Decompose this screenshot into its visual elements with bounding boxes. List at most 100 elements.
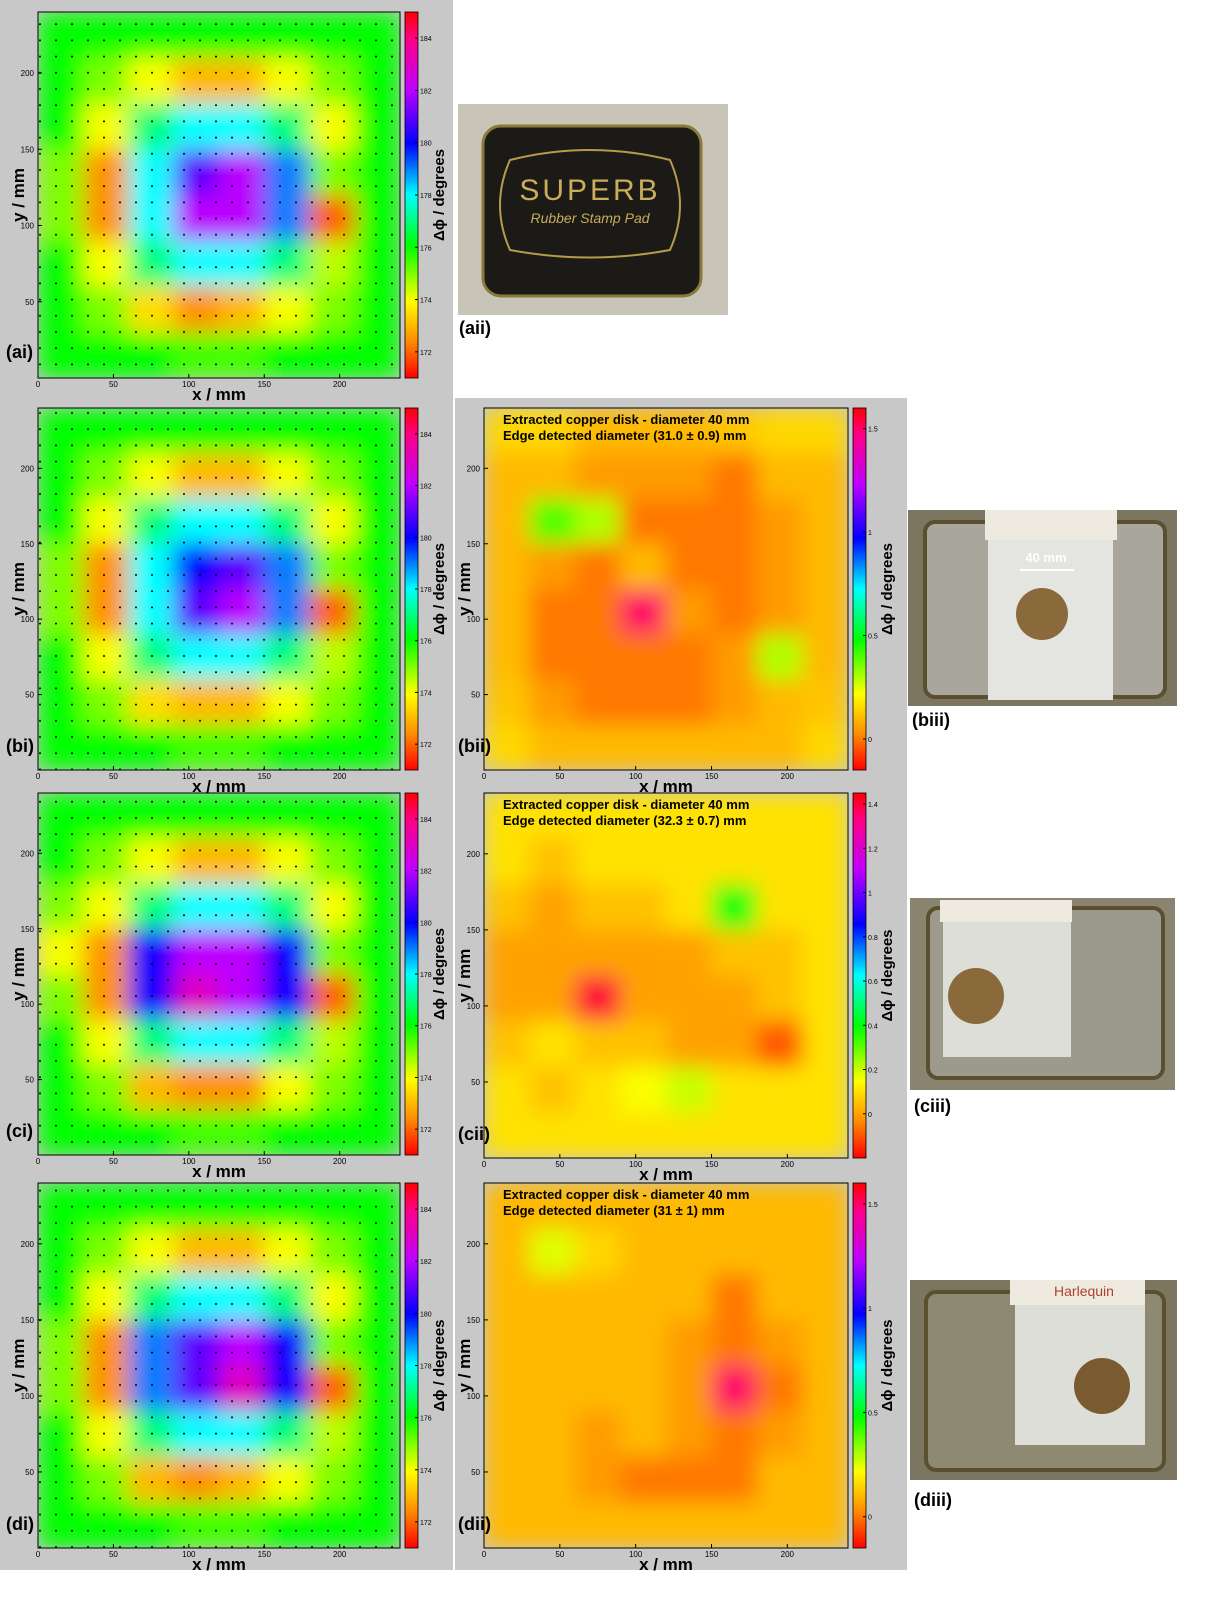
heatmap-cell (575, 1274, 621, 1320)
heatmap (38, 12, 401, 379)
heatmap-cell (484, 1411, 530, 1457)
heatmap-cell (666, 1112, 712, 1158)
heatmap-cell (666, 930, 712, 976)
heatmap-cell (530, 1021, 576, 1067)
heatmap-cell (530, 1229, 576, 1275)
heatmap-cell (803, 544, 849, 590)
heatmap-cells (484, 408, 849, 771)
y-axis-label: y / mm (9, 1339, 28, 1393)
colorbar-tick-label: 182 (420, 484, 432, 491)
x-tick-label: 0 (482, 772, 487, 781)
heatmap-cell (803, 725, 849, 771)
heatmap-cell (621, 499, 667, 545)
heatmap-cell (757, 499, 803, 545)
x-axis-label: x / mm (192, 1555, 246, 1574)
heatmap-cell (530, 453, 576, 499)
heatmap-cell (803, 1457, 849, 1503)
panel-label: (biii) (912, 710, 950, 730)
heatmap-cell (757, 680, 803, 726)
heatmap-cell (757, 408, 803, 454)
heatmap-cell (666, 1457, 712, 1503)
heatmap-cell (575, 725, 621, 771)
x-tick-label: 200 (781, 772, 795, 781)
figure: SUPERB Rubber Stamp Pad (aii) 40 mm (bii… (0, 0, 1218, 1622)
heatmap-cell (757, 1183, 803, 1229)
heatmap-cell (666, 1411, 712, 1457)
heatmap-cell (666, 634, 712, 680)
colorbar-tick-label: 0.8 (868, 935, 878, 942)
heatmap-cell (621, 930, 667, 976)
heatmap-cell (666, 499, 712, 545)
heatmap-cell (621, 1067, 667, 1113)
y-axis-label: y / mm (9, 562, 28, 616)
colorbar-tick-label: 0 (868, 737, 872, 744)
heatmap-cell (530, 1411, 576, 1457)
heatmap-cell (712, 1457, 758, 1503)
x-tick-label: 50 (555, 1160, 564, 1169)
heatmap-cell (712, 1320, 758, 1366)
x-tick-label: 50 (555, 772, 564, 781)
heatmap-cell (575, 1067, 621, 1113)
colorbar-tick-label: 184 (420, 432, 432, 439)
x-tick-label: 0 (36, 772, 41, 781)
y-tick-label: 150 (21, 1316, 35, 1325)
photo (910, 898, 1175, 1090)
heatmap-cell (757, 930, 803, 976)
heatmap-cell (621, 839, 667, 885)
heatmap-cell (575, 680, 621, 726)
heatmap-cell (621, 680, 667, 726)
x-tick-label: 50 (555, 1550, 564, 1559)
heatmap-cell (712, 1229, 758, 1275)
measurement-points (38, 408, 400, 770)
heatmap-cell (530, 930, 576, 976)
y-tick-label: 150 (21, 540, 35, 549)
heatmap-cell (803, 1502, 849, 1548)
y-tick-label: 200 (21, 1240, 35, 1249)
heatmap-cell (757, 1112, 803, 1158)
panel-label: (cii) (458, 1124, 490, 1144)
heatmap-cell (484, 1366, 530, 1412)
heatmap-cell (575, 839, 621, 885)
heatmap-cell (575, 1021, 621, 1067)
colorbar-label: Δϕ / degrees (879, 543, 896, 635)
heatmap-cell (803, 1112, 849, 1158)
colorbar-tick-label: 174 (420, 1075, 432, 1082)
x-tick-label: 150 (258, 1157, 272, 1166)
colorbar-tick-label: 176 (420, 639, 432, 646)
heatmap-cell (666, 1274, 712, 1320)
heatmap-cell (712, 839, 758, 885)
heatmap-cell (575, 1411, 621, 1457)
heatmap-cell (803, 976, 849, 1022)
heatmap-cell (712, 1366, 758, 1412)
heatmap-cell (803, 1021, 849, 1067)
heatmap-cell (803, 680, 849, 726)
colorbar-tick-label: 1 (868, 530, 872, 537)
heatmap (484, 408, 849, 771)
heatmap-cell (712, 1502, 758, 1548)
heatmap-cell (484, 1067, 530, 1113)
heatmap-cell (666, 725, 712, 771)
heatmap-cell (666, 453, 712, 499)
y-tick-label: 50 (25, 691, 34, 700)
colorbar-tick-label: 174 (420, 1468, 432, 1475)
heatmap-cell (530, 1457, 576, 1503)
heatmap-cell (712, 930, 758, 976)
heatmap-cell (803, 1274, 849, 1320)
heatmap-cell (803, 839, 849, 885)
colorbar-tick-label: 184 (420, 36, 432, 43)
heatmap-cell (621, 1366, 667, 1412)
heatmap-cells (484, 1183, 849, 1549)
colorbar-label: Δϕ / degrees (879, 929, 896, 1021)
heatmap-cell (484, 589, 530, 635)
annotation: Extracted copper disk - diameter 40 mm (503, 797, 749, 812)
heatmap-cell (712, 634, 758, 680)
colorbar-tick-label: 184 (420, 1207, 432, 1214)
x-tick-label: 150 (705, 1160, 719, 1169)
heatmap-cell (757, 544, 803, 590)
colorbar-tick-label: 182 (420, 869, 432, 876)
heatmap-cell (666, 1229, 712, 1275)
colorbar-tick-label: 180 (420, 535, 432, 542)
heatmap-cell (803, 884, 849, 930)
panel-label: (ci) (6, 1121, 33, 1141)
heatmap-cell (530, 725, 576, 771)
